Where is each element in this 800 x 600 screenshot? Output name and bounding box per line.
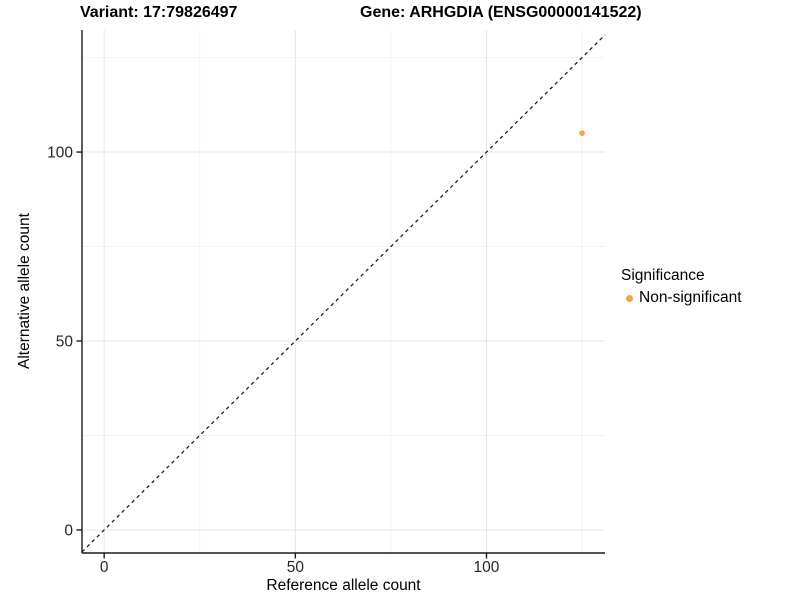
legend-item-non-significant: Non-significant	[621, 289, 742, 307]
y-axis-title: Alternative allele count	[16, 213, 33, 369]
x-tick-label: 0	[100, 559, 109, 576]
x-tick-label: 50	[287, 559, 305, 576]
legend-item-label: Non-significant	[639, 289, 742, 306]
y-tick-label: 0	[64, 522, 73, 539]
y-tick-label: 50	[56, 334, 74, 351]
y-tick-label: 100	[47, 145, 73, 162]
legend: Significance Non-significant	[621, 267, 742, 307]
legend-point-icon	[626, 294, 633, 302]
data-point	[579, 130, 585, 136]
plot-title-variant: Variant: 17:79826497	[80, 4, 238, 21]
identity-dashed-line	[81, 34, 606, 553]
legend-title: Significance	[621, 267, 705, 284]
x-tick-label: 100	[474, 559, 500, 576]
plot-title-gene: Gene: ARHGDIA (ENSG00000141522)	[360, 4, 642, 21]
x-axis-title: Reference allele count	[266, 577, 421, 594]
